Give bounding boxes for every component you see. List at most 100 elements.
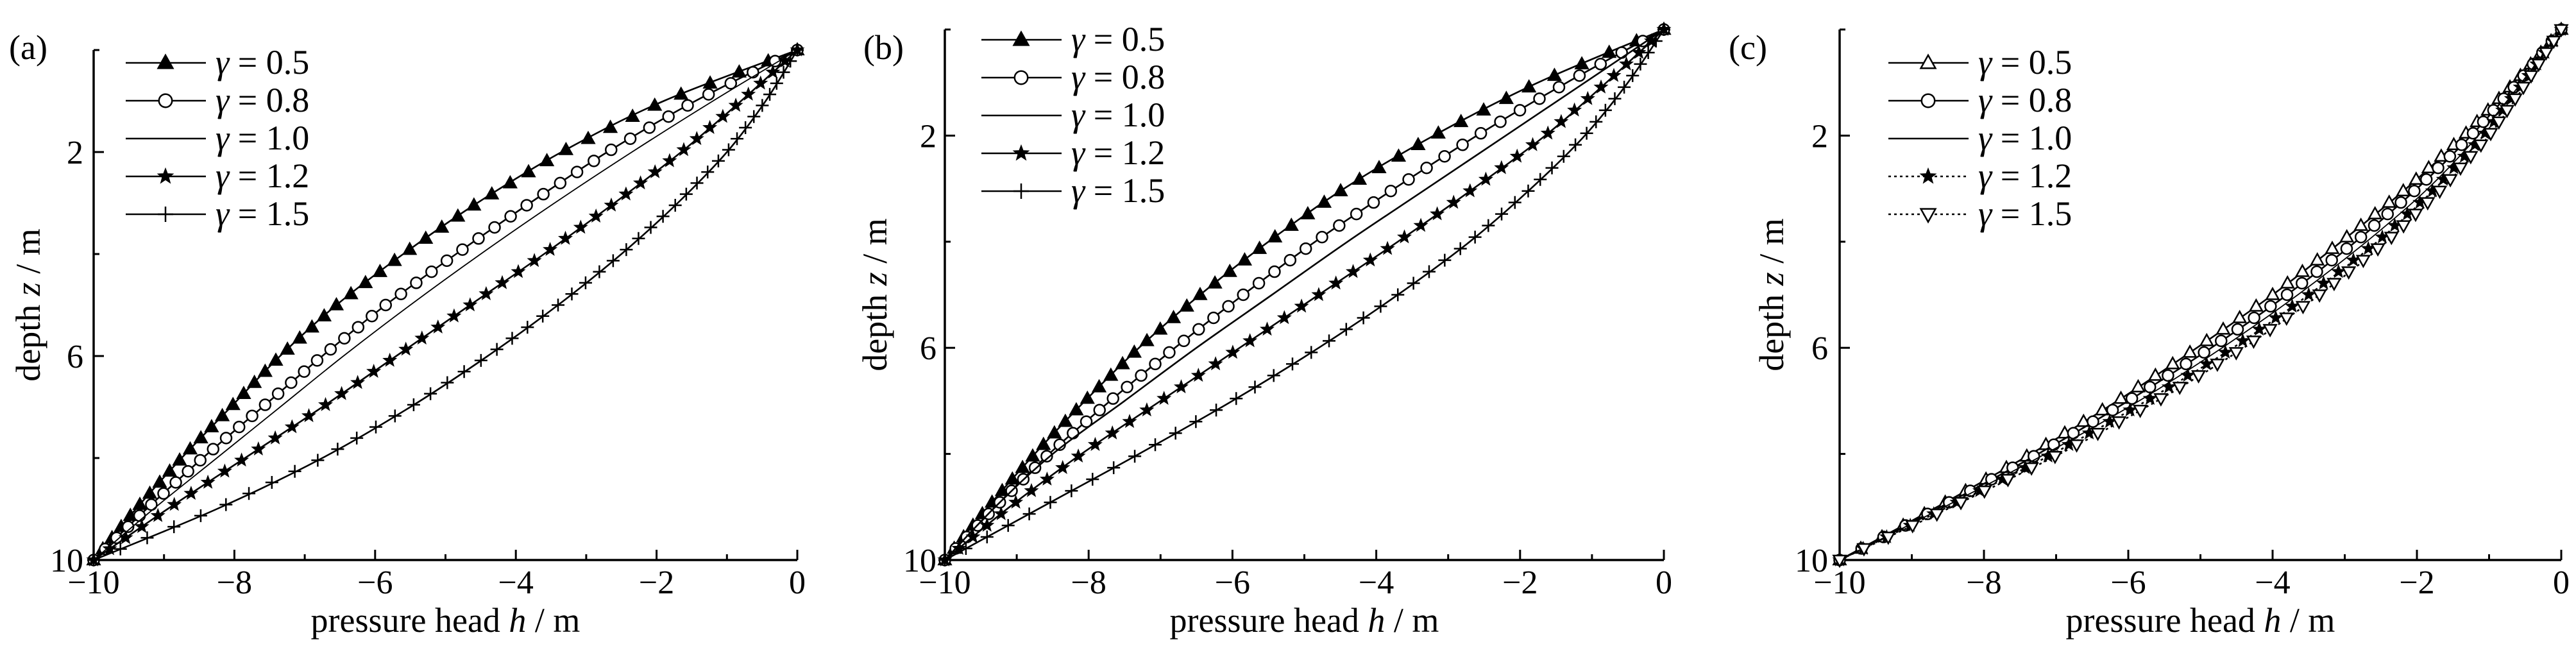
data-point bbox=[172, 452, 187, 466]
data-point bbox=[711, 154, 725, 167]
x-tick-label: −8 bbox=[1966, 565, 2001, 601]
data-point bbox=[479, 286, 494, 301]
series-line bbox=[1839, 29, 2563, 561]
data-point bbox=[2285, 298, 2300, 313]
data-point bbox=[310, 354, 324, 367]
data-point bbox=[1135, 369, 1148, 382]
data-point bbox=[1430, 125, 1446, 139]
data-point bbox=[457, 365, 471, 378]
data-point bbox=[233, 420, 246, 434]
data-point bbox=[1251, 241, 1267, 254]
data-point bbox=[169, 476, 182, 489]
x-tick-label: −6 bbox=[2110, 565, 2146, 601]
data-point bbox=[425, 265, 438, 278]
data-point bbox=[588, 155, 600, 167]
x-axis-label: pressure head h / m bbox=[2066, 601, 2335, 640]
data-point bbox=[1024, 482, 1039, 497]
data-point bbox=[2382, 194, 2397, 208]
data-point bbox=[1552, 81, 1566, 94]
data-point bbox=[1153, 321, 1168, 335]
data-point bbox=[2095, 402, 2110, 416]
y-axis-label: depth z / m bbox=[856, 218, 894, 371]
data-point bbox=[2047, 438, 2060, 451]
data-point bbox=[193, 430, 208, 444]
series-line bbox=[944, 28, 1665, 561]
data-point bbox=[204, 419, 219, 432]
data-point bbox=[768, 55, 782, 68]
data-point bbox=[1067, 427, 1080, 439]
data-point bbox=[511, 264, 526, 278]
data-point bbox=[2295, 276, 2309, 290]
data-point bbox=[1044, 496, 1057, 509]
data-point bbox=[1498, 90, 1514, 105]
data-point bbox=[102, 541, 117, 556]
data-point bbox=[1567, 102, 1582, 117]
data-point bbox=[1022, 507, 1036, 521]
data-point bbox=[1339, 323, 1353, 336]
data-point bbox=[2198, 346, 2210, 359]
data-point bbox=[777, 65, 790, 79]
data-point bbox=[268, 352, 284, 366]
data-point bbox=[765, 64, 781, 79]
data-point bbox=[1207, 311, 1220, 325]
data-point bbox=[1207, 275, 1223, 289]
data-point bbox=[605, 143, 618, 157]
data-point bbox=[462, 297, 478, 312]
data-point bbox=[2491, 116, 2507, 130]
data-point bbox=[1462, 183, 1478, 198]
data-point bbox=[1225, 344, 1241, 359]
data-point bbox=[520, 199, 533, 212]
data-point bbox=[372, 264, 388, 277]
data-point bbox=[2248, 298, 2264, 312]
data-point bbox=[588, 208, 604, 223]
data-point bbox=[338, 332, 351, 345]
data-point bbox=[537, 187, 550, 201]
data-point bbox=[1420, 161, 1433, 174]
legend-marker bbox=[158, 207, 173, 222]
data-point bbox=[2316, 275, 2332, 290]
data-point bbox=[702, 75, 718, 89]
data-point bbox=[304, 319, 319, 333]
data-point bbox=[2432, 185, 2448, 200]
data-point bbox=[2215, 334, 2228, 348]
data-point bbox=[647, 164, 663, 178]
data-point bbox=[167, 520, 181, 534]
data-point bbox=[358, 275, 373, 289]
series-4 bbox=[1832, 21, 2569, 566]
x-tick-label: −10 bbox=[67, 565, 119, 601]
data-point bbox=[1210, 403, 1223, 417]
data-point bbox=[2262, 324, 2278, 337]
series-line bbox=[1839, 29, 2562, 561]
data-point bbox=[251, 441, 266, 456]
data-point bbox=[731, 64, 747, 78]
data-point bbox=[2024, 462, 2039, 476]
data-point bbox=[301, 408, 317, 423]
data-point bbox=[1396, 229, 1412, 244]
series-line bbox=[944, 28, 1665, 561]
data-point bbox=[2340, 242, 2353, 255]
legend-label: γ = 0.8 bbox=[1978, 81, 2072, 119]
series-line bbox=[1839, 29, 2563, 561]
data-point bbox=[521, 321, 534, 334]
data-point bbox=[2408, 208, 2423, 223]
data-point bbox=[434, 219, 450, 233]
data-point bbox=[265, 476, 278, 489]
data-point bbox=[1058, 413, 1073, 427]
series-2 bbox=[1833, 23, 2568, 566]
data-point bbox=[1573, 69, 1586, 82]
data-point bbox=[1545, 161, 1559, 174]
legend-label: γ = 0.5 bbox=[216, 43, 309, 81]
data-point bbox=[1115, 355, 1130, 369]
data-point bbox=[1087, 437, 1103, 452]
data-point bbox=[207, 443, 220, 455]
data-point bbox=[1333, 183, 1348, 196]
legend-label: γ = 0.5 bbox=[1978, 43, 2072, 81]
data-point bbox=[298, 365, 310, 378]
y-tick-label: 6 bbox=[920, 330, 936, 367]
data-point bbox=[132, 497, 148, 510]
data-point bbox=[474, 353, 487, 367]
data-point bbox=[280, 341, 295, 355]
data-point bbox=[2507, 93, 2523, 107]
data-point bbox=[456, 243, 469, 256]
data-point bbox=[2312, 289, 2327, 303]
